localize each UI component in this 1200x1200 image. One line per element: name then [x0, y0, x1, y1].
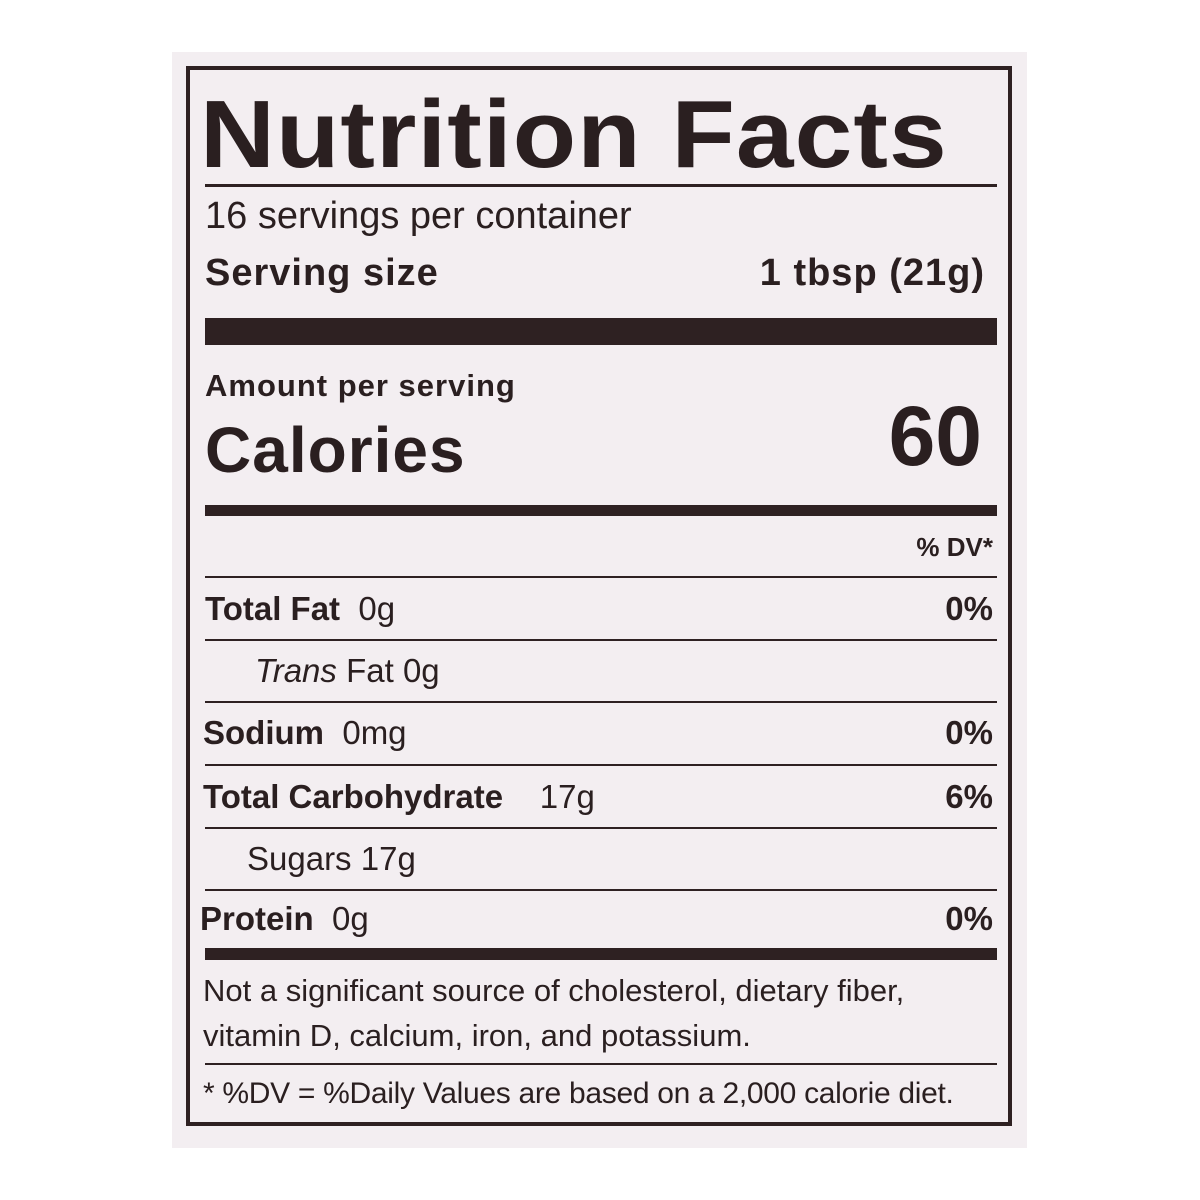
- divider: [205, 827, 997, 829]
- label-background: [172, 52, 1027, 1148]
- servings-per-container: 16 servings per container: [205, 195, 632, 237]
- nutrient-amount: 0g: [332, 900, 369, 937]
- divider: [205, 576, 997, 578]
- footnote-not-significant-line1: Not a significant source of cholesterol,…: [203, 973, 905, 1008]
- nutrient-row-sugars: Sugars 17g: [247, 840, 416, 878]
- nutrient-amount: 17g: [539, 778, 595, 815]
- nutrient-row-trans-fat: Trans Fat 0g: [255, 652, 440, 690]
- nutrient-name: Sugars: [247, 840, 352, 877]
- serving-size-label: Serving size: [205, 252, 439, 294]
- calories-value: 60: [888, 389, 982, 483]
- nutrient-dv: 0%: [945, 714, 993, 751]
- nutrient-row-protein: Protein 0g: [200, 900, 369, 938]
- nutrient-row-total-carbohydrate: Total Carbohydrate 17g: [203, 778, 595, 816]
- nutrient-row-sodium: Sodium 0mg: [203, 714, 407, 752]
- medium-divider: [205, 505, 997, 516]
- divider: [205, 639, 997, 641]
- nutrient-name: Total Fat: [205, 590, 341, 627]
- nutrient-amount: 17g: [360, 840, 416, 877]
- footnote-not-significant-line2: vitamin D, calcium, iron, and potassium.: [203, 1018, 751, 1053]
- footnote-daily-values: * %DV = %Daily Values are based on a 2,0…: [203, 1077, 954, 1110]
- calories-label: Calories: [205, 414, 466, 486]
- divider: [205, 1063, 997, 1065]
- nutrient-name-italic: Trans: [255, 652, 337, 689]
- nutrient-amount: 0g: [402, 652, 440, 689]
- nutrient-dv: 0%: [945, 900, 993, 937]
- nutrient-name: Total Carbohydrate: [203, 778, 504, 815]
- nutrient-amount: 0g: [358, 590, 396, 627]
- nutrient-dv: 6%: [945, 778, 993, 815]
- nutrient-row-total-fat: Total Fat 0g: [205, 590, 395, 628]
- label-frame: [186, 66, 1012, 1126]
- label-title: Nutrition Facts: [200, 81, 948, 188]
- divider: [205, 889, 997, 891]
- amount-per-serving: Amount per serving: [205, 368, 516, 403]
- divider: [205, 184, 997, 187]
- nutrient-name: Sodium: [203, 714, 324, 751]
- divider: [205, 701, 997, 703]
- medium-divider: [205, 948, 997, 960]
- nutrient-amount: 0mg: [342, 714, 407, 751]
- divider: [205, 764, 997, 766]
- nutrient-name: Fat: [346, 652, 394, 689]
- nutrient-dv: 0%: [945, 590, 993, 627]
- thick-divider: [205, 318, 997, 345]
- serving-size-value: 1 tbsp (21g): [759, 252, 985, 294]
- nutrient-name: Protein: [200, 900, 314, 937]
- dv-header: % DV*: [916, 532, 993, 562]
